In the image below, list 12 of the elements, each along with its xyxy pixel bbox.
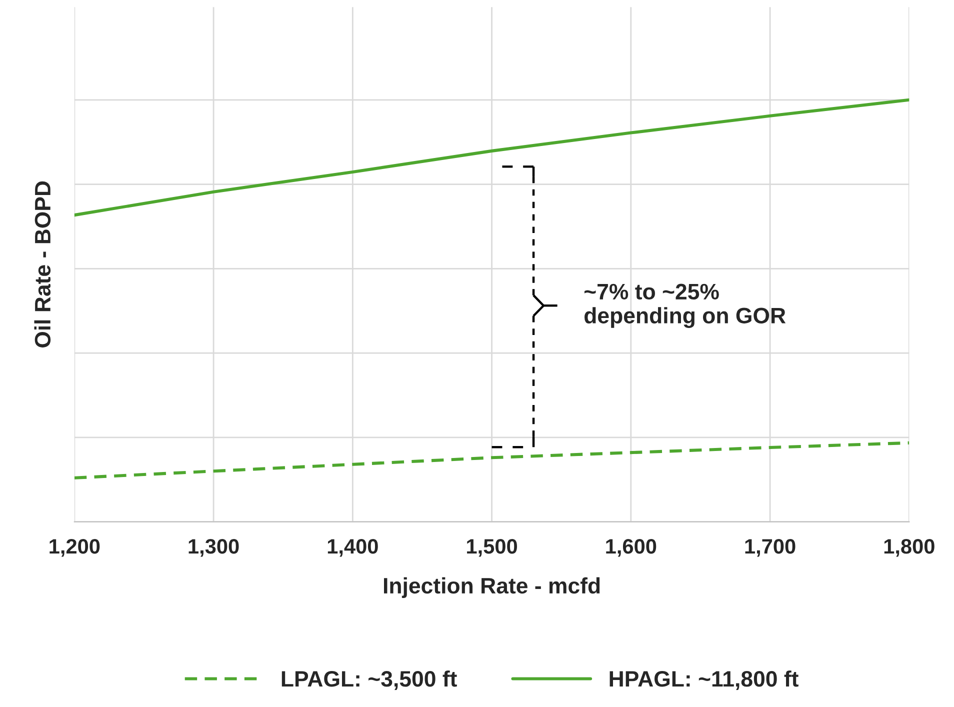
annotation: ~7% to ~25% depending on GOR xyxy=(584,284,786,328)
x-axis-title: Injection Rate - mcfd xyxy=(384,577,600,598)
x-tick-label: 1,200 xyxy=(50,538,100,557)
x-tick-label: 1,500 xyxy=(467,538,518,557)
x-tick-label: 1,800 xyxy=(884,538,934,557)
y-axis-title: Oil Rate - BOPD xyxy=(34,181,51,348)
legend-label: LPAGL: ~3,500 ft xyxy=(282,670,457,690)
x-tick-label: 1,700 xyxy=(745,538,796,557)
x-tick-label: 1,600 xyxy=(606,538,656,557)
x-tick-label: 1,300 xyxy=(188,538,239,557)
x-tick-label: 1,400 xyxy=(328,538,378,557)
legend-label: HPAGL: ~11,800 ft xyxy=(610,670,798,690)
